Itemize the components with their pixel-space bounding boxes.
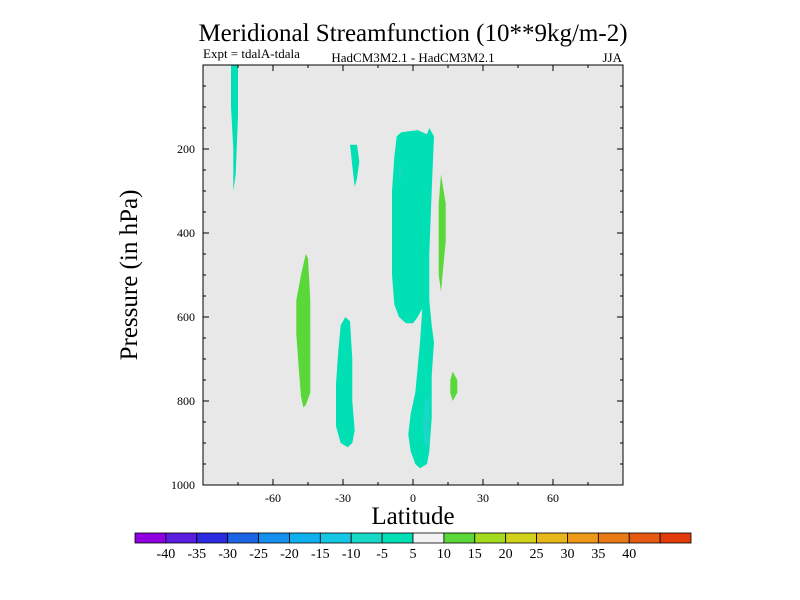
contour-region-8 <box>450 371 458 401</box>
colorbar-label: 35 <box>591 547 605 562</box>
colorbar-label: -20 <box>280 547 299 562</box>
colorbar-swatch <box>536 532 568 544</box>
y-tick-label: 800 <box>177 394 195 408</box>
colorbar-swatch <box>628 532 661 544</box>
contour-region-2 <box>392 128 434 469</box>
x-tick-label: 0 <box>410 491 416 505</box>
x-tick-label: -30 <box>335 491 351 505</box>
colorbar-label: -35 <box>187 547 206 562</box>
contour-region-7 <box>438 174 446 292</box>
colorbar <box>134 532 692 544</box>
y-tick-labels: 200 400 600 800 1000 <box>171 142 195 492</box>
colorbar-swatch <box>381 532 414 544</box>
colorbar-swatch <box>567 532 599 544</box>
colorbar-swatch <box>319 532 352 544</box>
colorbar-label: -10 <box>342 547 361 562</box>
y-tick-label: 600 <box>177 310 195 324</box>
colorbar-label: 20 <box>499 547 513 562</box>
subtitle-experiment: Expt = tdalA-tdala <box>203 46 300 61</box>
contour-region-3 <box>399 165 402 179</box>
colorbar-label: -15 <box>311 547 330 562</box>
y-axis-label: Pressure (in hPa) <box>116 190 143 361</box>
colorbar-swatch <box>227 532 259 544</box>
colorbar-label: -40 <box>157 547 176 562</box>
colorbar-swatch <box>165 532 198 544</box>
colorbar-label: 30 <box>560 547 574 562</box>
colorbar-swatch <box>412 532 445 544</box>
colorbar-label: -30 <box>218 547 237 562</box>
contour-regions <box>231 65 458 469</box>
y-tick-label: 1000 <box>171 478 195 492</box>
contour-region-0 <box>231 65 238 191</box>
x-tick-labels: -60 -30 0 30 60 <box>265 491 559 505</box>
contour-region-6 <box>296 254 311 408</box>
plot-frame <box>202 64 624 486</box>
colorbar-swatch <box>289 532 321 544</box>
colorbar-swatch <box>597 532 630 544</box>
x-tick-label: 60 <box>547 491 559 505</box>
colorbar-label: -5 <box>376 547 388 562</box>
colorbar-swatch <box>659 532 692 544</box>
colorbar-swatch <box>134 532 167 544</box>
colorbar-swatch <box>258 532 290 544</box>
x-tick-label: -60 <box>265 491 281 505</box>
colorbar-label: 25 <box>530 547 544 562</box>
colorbar-label: 5 <box>410 547 417 562</box>
colorbar-swatch <box>350 532 383 544</box>
contour-region-1 <box>350 144 360 187</box>
colorbar-swatch <box>505 532 537 544</box>
subtitle-models: HadCM3M2.1 - HadCM3M2.1 <box>331 50 494 65</box>
contour-region-4 <box>422 396 430 448</box>
y-tick-label: 200 <box>177 142 195 156</box>
colorbar-label: -25 <box>249 547 268 562</box>
colorbar-swatch <box>474 532 507 544</box>
colorbar-labels: -40 -35 -30 -25 -20 -15 -10 -5 5 10 15 20 25 30 35 40 <box>157 547 637 562</box>
colorbar-label: 15 <box>468 547 482 562</box>
contour-region-5 <box>336 317 355 448</box>
x-axis-label: Latitude <box>371 503 454 530</box>
colorbar-label: 10 <box>437 547 451 562</box>
colorbar-label: 40 <box>622 547 636 562</box>
chart-title: Meridional Streamfunction (10**9kg/m-2) <box>198 20 627 47</box>
x-tick-label: 30 <box>477 491 489 505</box>
colorbar-swatch <box>196 532 229 544</box>
y-tick-label: 400 <box>177 226 195 240</box>
colorbar-swatch <box>443 532 476 544</box>
subtitle-season: JJA <box>602 50 622 65</box>
